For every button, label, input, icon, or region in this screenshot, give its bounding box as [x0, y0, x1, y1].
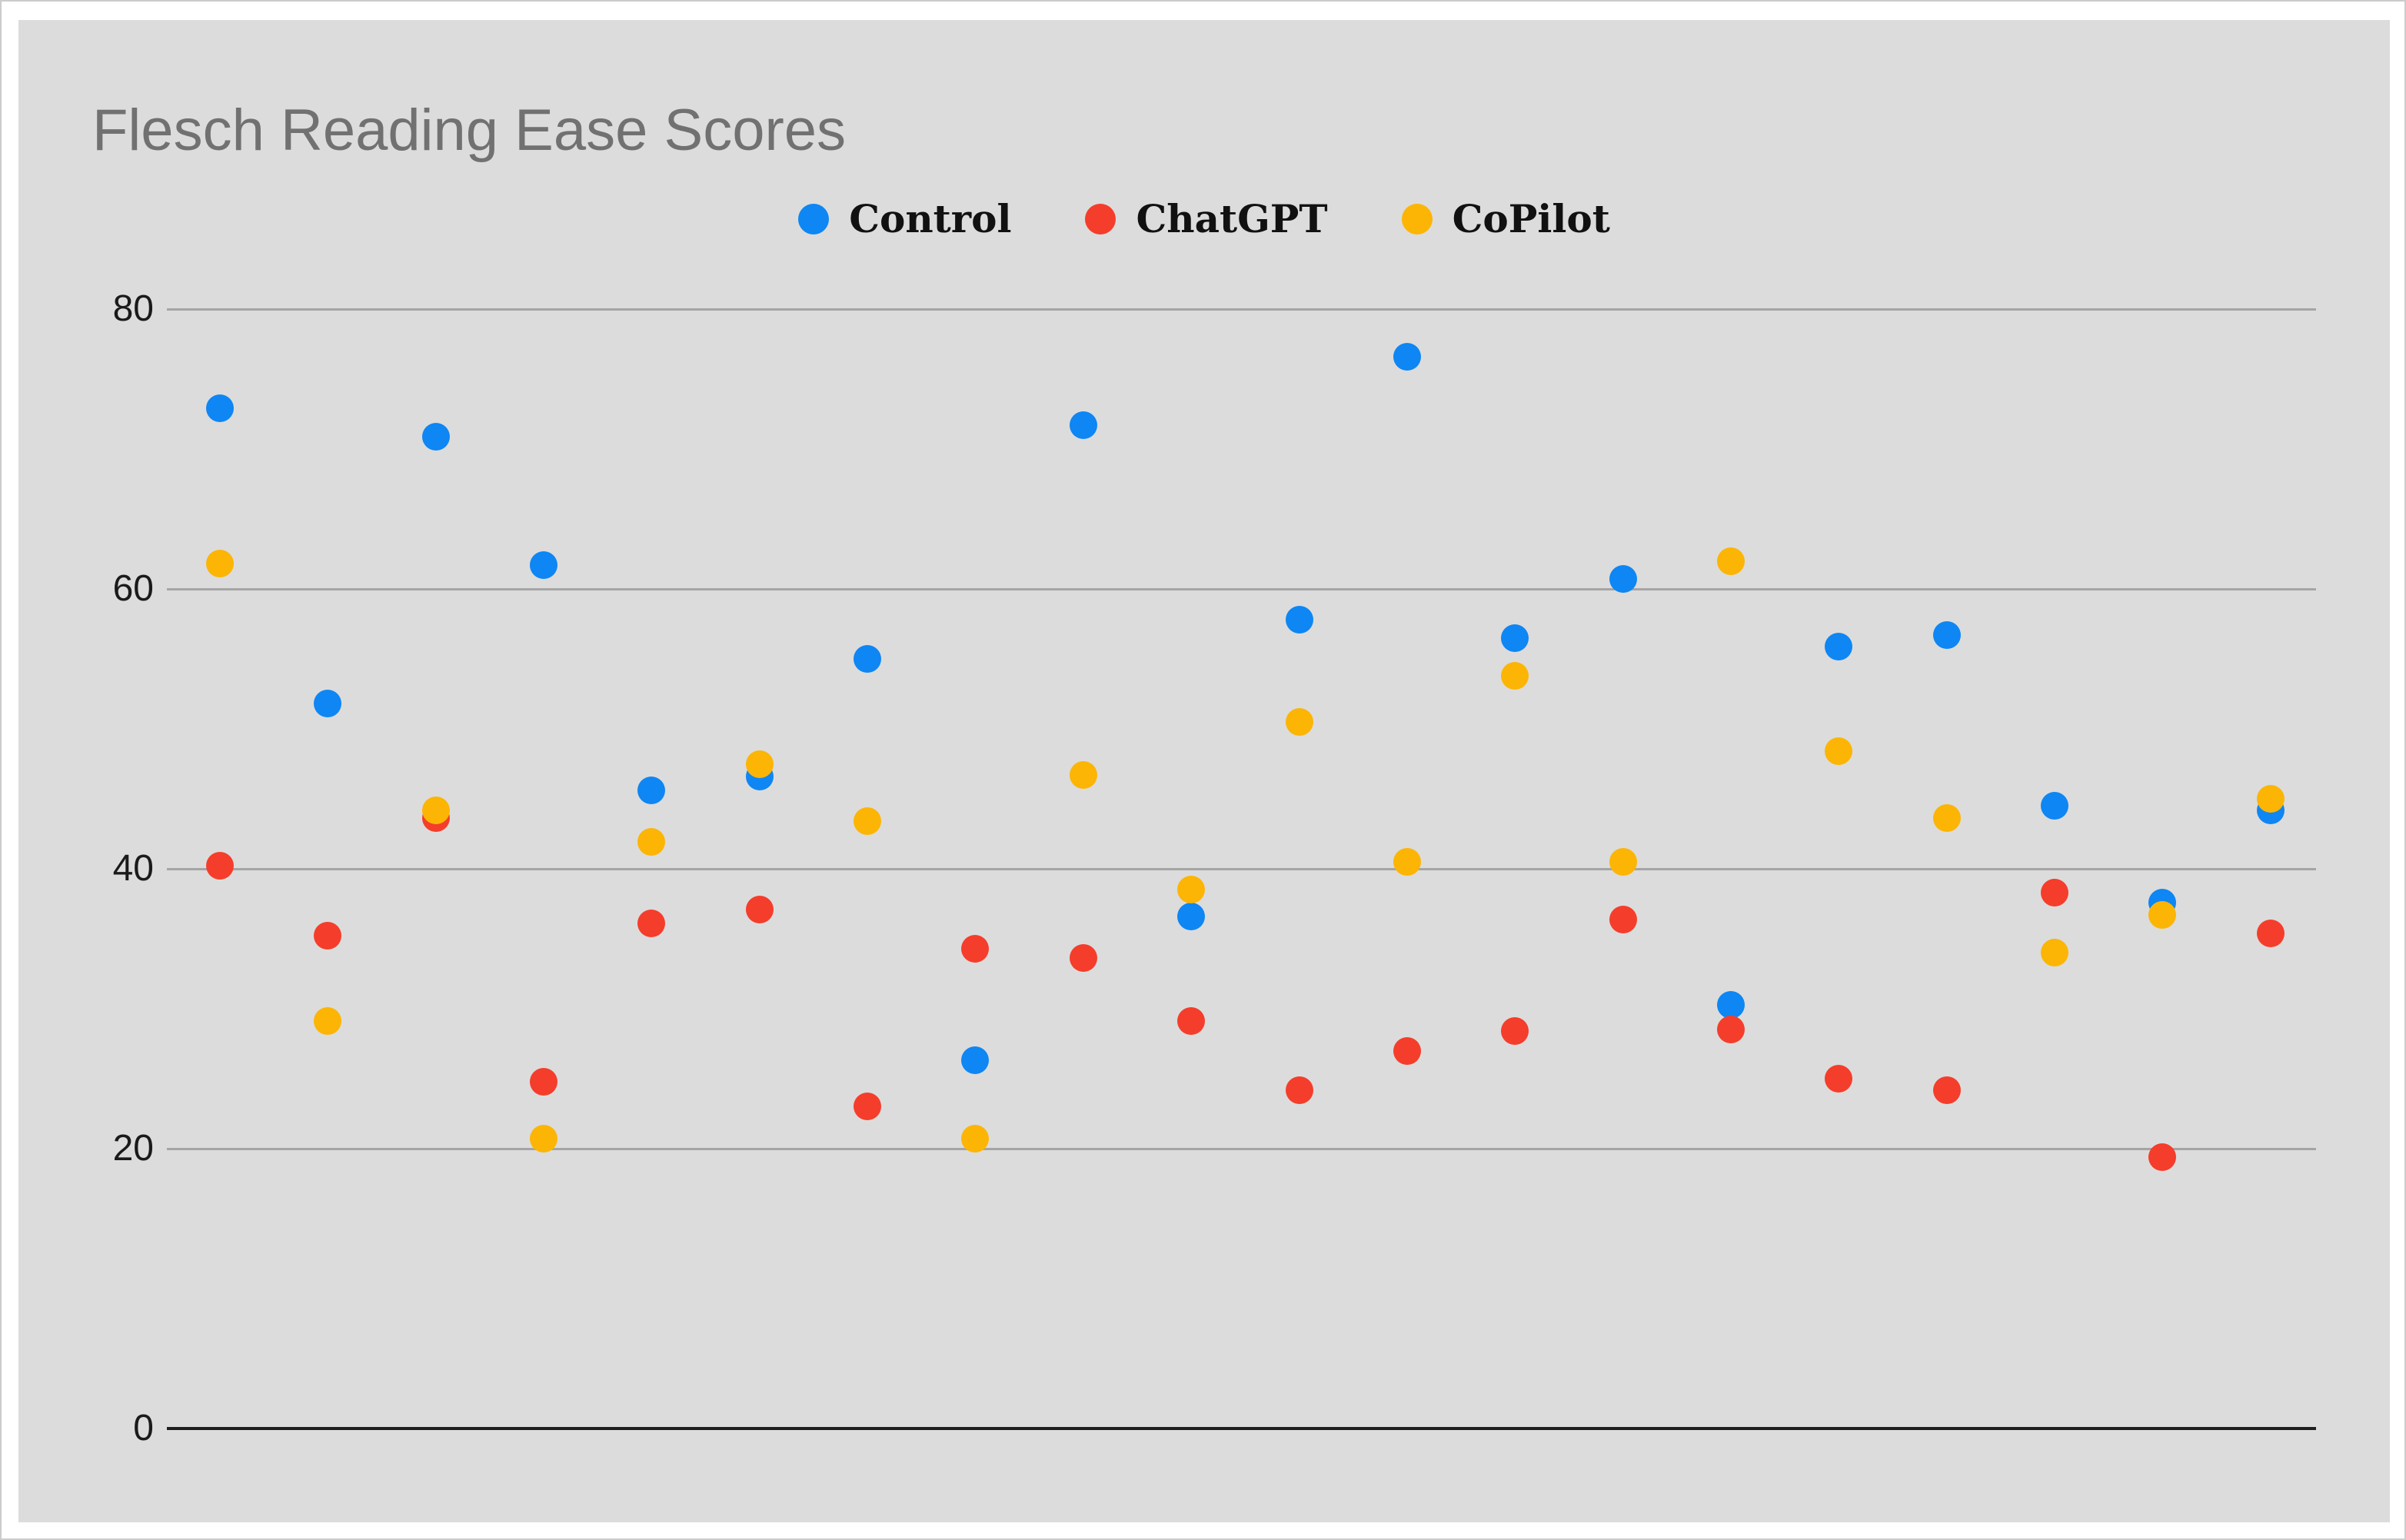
gridline-60: [167, 588, 2316, 590]
chart-panel[interactable]: Flesch Reading Ease Scores Control ChatGP…: [18, 20, 2390, 1522]
dot-control-9[interactable]: [1069, 411, 1097, 440]
dot-chatgpt-2[interactable]: [314, 922, 342, 950]
dot-copilot-8[interactable]: [961, 1125, 990, 1153]
dot-copilot-6[interactable]: [745, 750, 774, 778]
legend-dot-chatgpt: [1085, 204, 1116, 234]
legend-label: CoPilot: [1452, 196, 1610, 241]
dot-copilot-9[interactable]: [1069, 761, 1097, 790]
legend-item-control[interactable]: Control: [798, 200, 1011, 238]
legend-label: Control: [849, 196, 1012, 241]
dot-control-13[interactable]: [1501, 624, 1529, 652]
dot-copilot-5[interactable]: [637, 828, 666, 856]
dot-chatgpt-6[interactable]: [745, 895, 774, 923]
dot-chatgpt-17[interactable]: [1932, 1076, 1961, 1104]
legend-dot-copilot: [1401, 204, 1433, 234]
dot-copilot-4[interactable]: [530, 1125, 558, 1153]
dot-copilot-15[interactable]: [1716, 547, 1745, 575]
dot-chatgpt-8[interactable]: [961, 934, 990, 963]
dot-copilot-7[interactable]: [854, 807, 882, 836]
dot-chatgpt-19[interactable]: [2148, 1143, 2177, 1171]
dot-copilot-11[interactable]: [1285, 707, 1313, 736]
dot-copilot-1[interactable]: [206, 550, 234, 578]
dot-copilot-20[interactable]: [2256, 785, 2285, 813]
legend-dot-control: [798, 204, 830, 234]
gridline-80: [167, 308, 2316, 311]
dot-control-18[interactable]: [2040, 792, 2068, 820]
dot-copilot-18[interactable]: [2040, 939, 2068, 967]
dot-chatgpt-18[interactable]: [2040, 878, 2068, 906]
dot-chatgpt-12[interactable]: [1393, 1036, 1421, 1065]
dot-control-10[interactable]: [1177, 902, 1206, 930]
dot-control-1[interactable]: [206, 394, 234, 423]
y-tick-label-0: 0: [133, 1408, 154, 1449]
y-tick-label-60: 60: [112, 568, 154, 609]
dot-chatgpt-14[interactable]: [1609, 905, 1637, 933]
gridline-20: [167, 1148, 2316, 1150]
chart-legend: Control ChatGPT CoPilot: [18, 200, 2390, 238]
dot-control-15[interactable]: [1716, 990, 1745, 1019]
dot-chatgpt-5[interactable]: [637, 909, 666, 937]
legend-item-copilot[interactable]: CoPilot: [1401, 196, 1610, 241]
dot-control-5[interactable]: [637, 777, 666, 805]
dot-control-4[interactable]: [530, 551, 558, 580]
dot-chatgpt-15[interactable]: [1716, 1016, 1745, 1044]
dot-control-3[interactable]: [421, 422, 450, 451]
legend-label: ChatGPT: [1136, 196, 1328, 241]
dot-copilot-10[interactable]: [1177, 876, 1206, 904]
plot-area: 80 60 40 20 0: [18, 20, 2390, 1522]
dot-chatgpt-20[interactable]: [2256, 919, 2285, 947]
dot-chatgpt-10[interactable]: [1177, 1007, 1206, 1036]
dot-chatgpt-7[interactable]: [854, 1093, 882, 1121]
dot-control-17[interactable]: [1932, 621, 1961, 650]
dot-chatgpt-16[interactable]: [1825, 1065, 1853, 1093]
legend-item-chatgpt[interactable]: ChatGPT: [1085, 196, 1328, 241]
dot-copilot-16[interactable]: [1825, 737, 1853, 766]
dot-copilot-14[interactable]: [1609, 847, 1637, 876]
x-axis-line: [167, 1427, 2316, 1430]
dot-chatgpt-4[interactable]: [530, 1067, 558, 1096]
dot-copilot-19[interactable]: [2148, 901, 2177, 930]
y-tick-label-80: 80: [112, 288, 154, 329]
dot-control-8[interactable]: [961, 1046, 990, 1075]
dot-control-2[interactable]: [314, 690, 342, 718]
dot-chatgpt-1[interactable]: [206, 852, 234, 880]
dot-control-16[interactable]: [1825, 632, 1853, 660]
dot-copilot-17[interactable]: [1932, 804, 1961, 833]
dot-chatgpt-11[interactable]: [1285, 1076, 1313, 1104]
gridline-40: [167, 868, 2316, 870]
dot-control-7[interactable]: [854, 645, 882, 673]
dot-chatgpt-13[interactable]: [1501, 1017, 1529, 1046]
dot-chatgpt-9[interactable]: [1069, 944, 1097, 973]
dot-copilot-13[interactable]: [1501, 661, 1529, 690]
chart-title: Flesch Reading Ease Scores: [92, 98, 847, 163]
dot-copilot-12[interactable]: [1393, 847, 1421, 876]
dot-control-12[interactable]: [1393, 342, 1421, 371]
dot-copilot-3[interactable]: [421, 796, 450, 824]
y-tick-label-40: 40: [112, 848, 154, 889]
dot-control-11[interactable]: [1285, 606, 1313, 634]
y-tick-label-20: 20: [112, 1128, 154, 1169]
dot-control-14[interactable]: [1609, 565, 1637, 594]
dot-copilot-2[interactable]: [314, 1007, 342, 1036]
